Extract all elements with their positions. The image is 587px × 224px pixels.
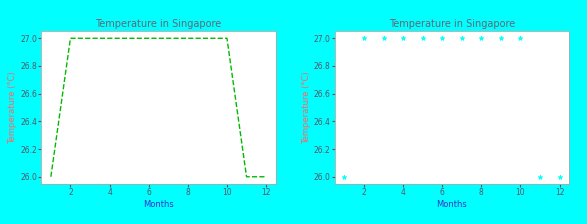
Y-axis label: Temperature (°C): Temperature (°C) — [8, 71, 17, 144]
X-axis label: Months: Months — [437, 200, 467, 209]
X-axis label: Months: Months — [143, 200, 174, 209]
Title: Temperature in Singapore: Temperature in Singapore — [389, 19, 515, 29]
Y-axis label: Temperature (°C): Temperature (°C) — [302, 71, 311, 144]
Title: Temperature in Singapore: Temperature in Singapore — [95, 19, 222, 29]
